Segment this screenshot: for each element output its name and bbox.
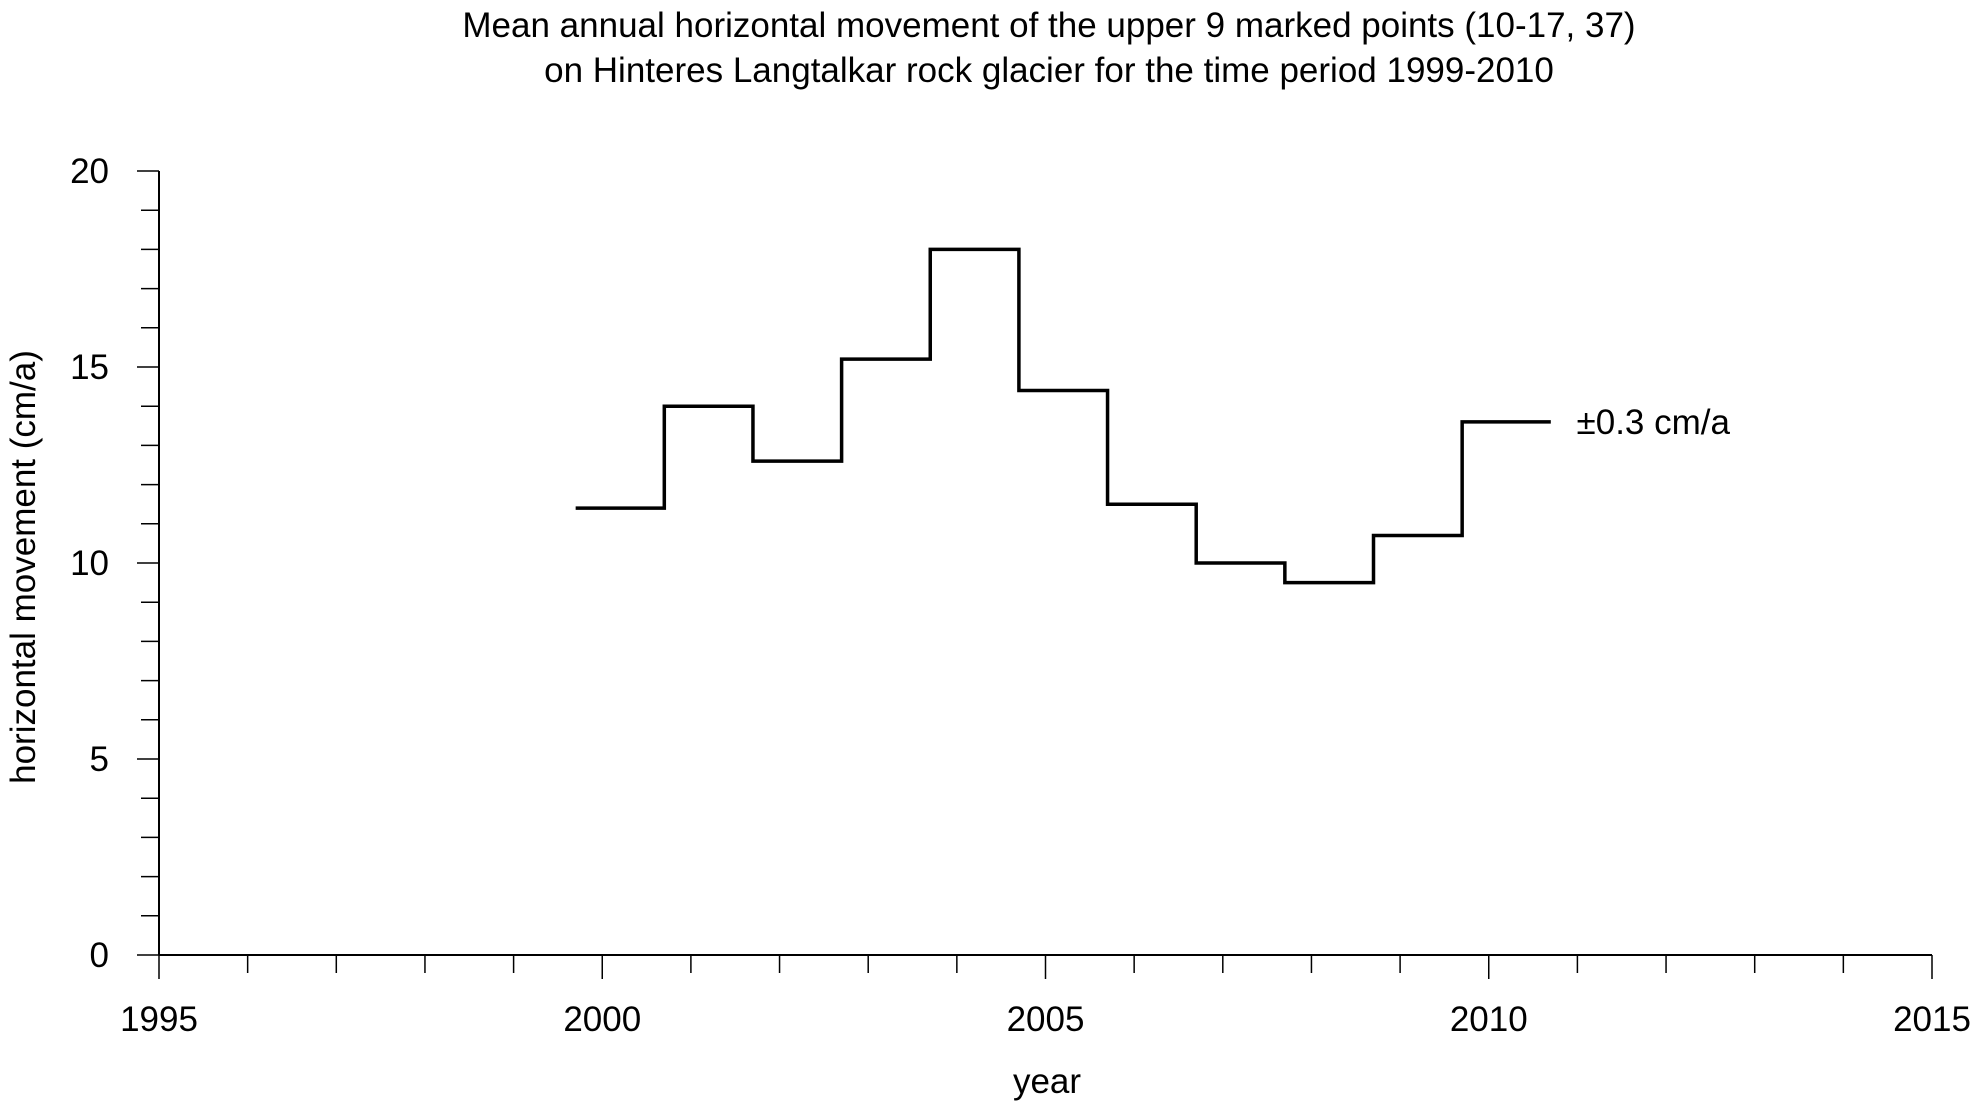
y-tick-label: 15 <box>70 348 109 387</box>
series <box>575 247 1551 585</box>
x-tick-label: 2010 <box>1450 1000 1528 1039</box>
y-tick-label: 10 <box>70 544 109 583</box>
tick-labels: 1995 2000 2005 2010 2015 0 5 10 15 20 <box>70 152 1971 1039</box>
movement-step-line <box>575 247 1551 585</box>
annotations: ±0.3 cm/a <box>1577 403 1731 442</box>
ticks <box>137 170 1933 979</box>
y-tick-label: 20 <box>70 152 109 191</box>
chart-title-line-2: on Hinteres Langtalkar rock glacier for … <box>544 51 1554 90</box>
x-tick-label: 1995 <box>120 1000 198 1039</box>
x-tick-label: 2000 <box>563 1000 641 1039</box>
y-tick-label: 5 <box>90 740 109 779</box>
chart-title-line-1: Mean annual horizontal movement of the u… <box>462 6 1635 45</box>
axes <box>158 171 1932 956</box>
x-tick-label: 2015 <box>1893 1000 1971 1039</box>
y-tick-label: 0 <box>90 936 109 975</box>
y-axis-label: horizontal movement (cm/a) <box>4 350 43 784</box>
x-tick-label: 2005 <box>1007 1000 1085 1039</box>
x-axis-label: year <box>1013 1062 1081 1101</box>
accuracy-annotation: ±0.3 cm/a <box>1577 403 1731 442</box>
